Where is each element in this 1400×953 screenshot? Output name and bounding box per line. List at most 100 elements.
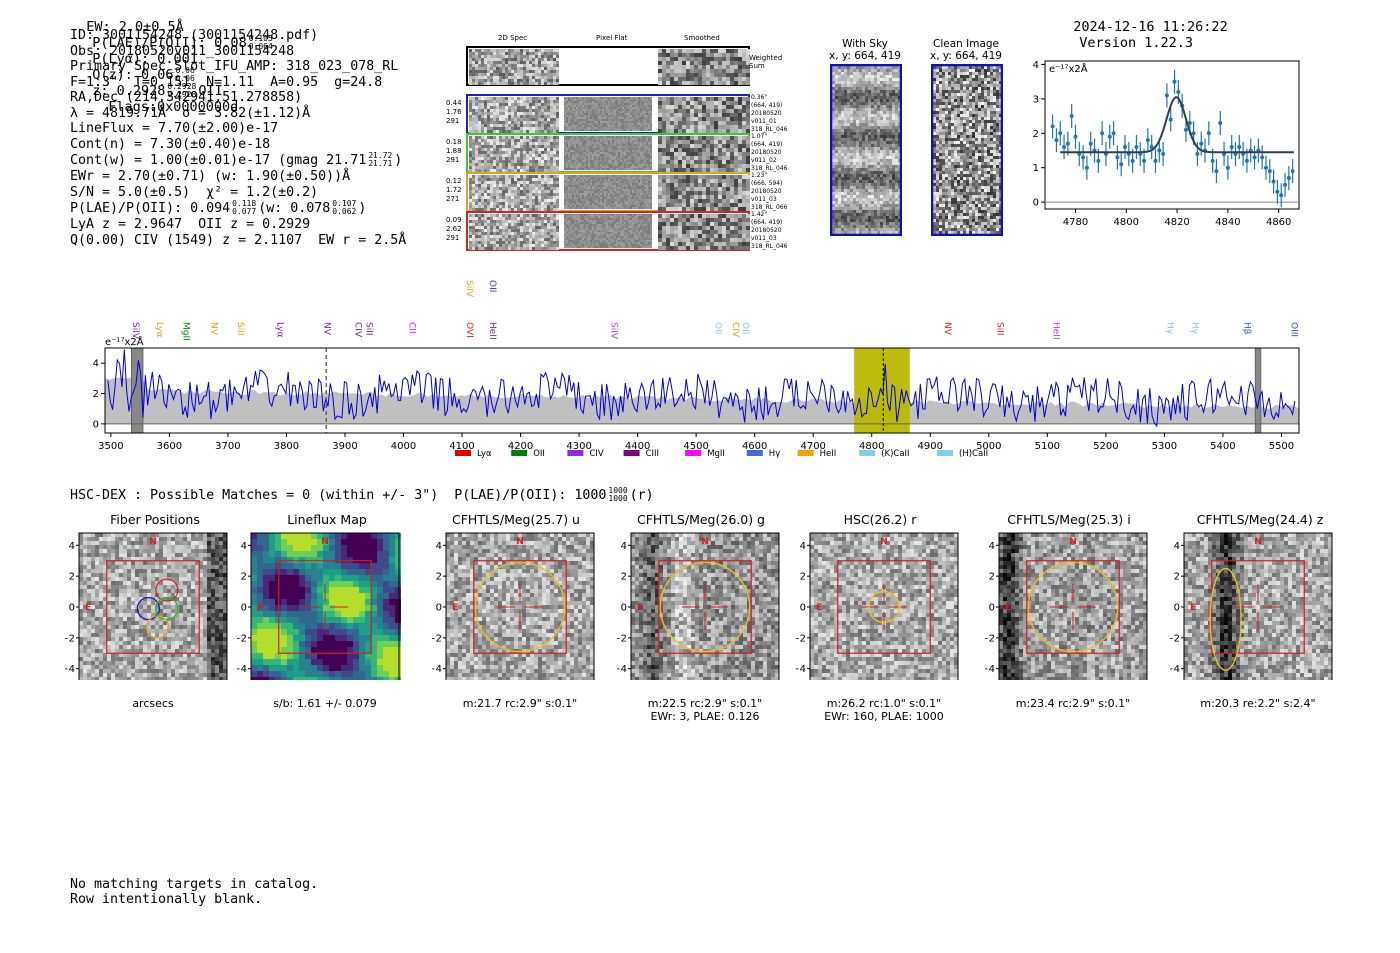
clean-image-xy: x, y: 664, 419 xyxy=(930,50,1002,62)
info-contw-text: Cont(w) = 1.00(±0.01)e-17 (gmag 21.71 xyxy=(70,153,367,168)
footer-line2: Row intentionally blank. xyxy=(70,892,263,907)
east-label: E xyxy=(452,603,458,613)
panel-footer: m:21.7 rc:2.9" s:0.1" xyxy=(432,697,608,710)
panel-ytick-label: 2 xyxy=(241,572,247,583)
header-qz: Q(z): 0.06 xyxy=(92,67,174,83)
weighted-2d xyxy=(469,49,559,85)
zoom-point-26 xyxy=(1149,145,1154,150)
footer-line1: No matching targets in catalog. xyxy=(70,877,319,892)
emission-label-4: SiII xyxy=(235,322,245,336)
emission-label-7: CIV xyxy=(353,322,363,338)
fiber-2d-4 xyxy=(469,214,559,250)
fiber-meta-r5: 318_RL_046 xyxy=(751,165,788,172)
zoom-plot-frame xyxy=(1044,60,1300,210)
hsc-frac-hi: 1000 xyxy=(608,486,628,495)
fiber-meta-r4: v011_02 xyxy=(751,157,777,164)
north-label: N xyxy=(149,537,157,547)
fiber-values-4: 0.09 2.62 291 xyxy=(446,216,462,243)
panel-ytick-label: 0 xyxy=(436,603,442,614)
legend-swatch-2 xyxy=(567,450,584,456)
zoom-ytick-label-1: 1 xyxy=(1033,163,1039,174)
spec-xtick-label-9: 4400 xyxy=(625,441,650,452)
header-z: z: 0.2928 xyxy=(92,83,166,99)
fiber-smooth-4 xyxy=(658,214,750,250)
zoom-point-25 xyxy=(1145,138,1150,143)
spec-xtick-label-16: 5100 xyxy=(1035,441,1060,452)
aperture-box xyxy=(1026,560,1120,654)
spec-xtick-label-12: 4700 xyxy=(800,441,825,452)
hsc-frac-lo: 1000 xyxy=(608,494,628,503)
north-label: N xyxy=(880,537,888,547)
fiber-meta-r2: (664, 419) xyxy=(751,102,783,109)
spec-xtick-label-13: 4800 xyxy=(859,441,884,452)
info-lya: LyA z = 2.9647 OII z = 0.2929 xyxy=(70,217,311,232)
zoom-point-29 xyxy=(1161,151,1166,156)
panel-ytick-label: 2 xyxy=(69,572,75,583)
zoom-point-18 xyxy=(1119,162,1124,167)
info-plae2-text: P(LAE)/P(OII): 0.094 xyxy=(70,201,231,216)
emission-label-1: Lyα xyxy=(154,322,164,338)
emission-label-6: NV xyxy=(322,322,332,336)
spec-xtick-label-4: 3900 xyxy=(332,441,357,452)
legend-swatch-3 xyxy=(623,450,640,456)
emission-label-10: OVI xyxy=(464,322,474,338)
info-plae2-lo: 0.077 xyxy=(232,207,257,216)
panel-ytick-label: −2 xyxy=(237,633,247,644)
spec-xtick-label-15: 5000 xyxy=(976,441,1001,452)
zoom-point-12 xyxy=(1096,158,1101,163)
zoom-point-43 xyxy=(1214,169,1219,174)
fiber-flat-3 xyxy=(564,175,652,209)
hsc-suffix: (r) xyxy=(629,488,654,503)
fiber-meta-r5: 318_RL_066 xyxy=(751,204,788,211)
zoom-point-44 xyxy=(1218,120,1223,125)
spec-xtick-label-1: 3600 xyxy=(157,441,182,452)
panel-footer: m:20.3 re:2.2" s:2.4" xyxy=(1170,697,1346,710)
legend-label-6: HeII xyxy=(820,449,837,459)
panel-ytick-label: 4 xyxy=(1174,541,1180,552)
fiber-value-v1: 0.18 xyxy=(446,138,462,146)
emission-label-19: SiII xyxy=(995,322,1005,336)
spec-xtick-label-6: 4100 xyxy=(449,441,474,452)
panel-ytick-label: −4 xyxy=(985,664,995,675)
fiber-circle-1 xyxy=(155,578,179,602)
header-meta: 2024-12-16 11:26:22 Version 1.22.3 xyxy=(1057,3,1227,51)
spectrum-frame xyxy=(104,347,1300,434)
panel-ytick-label: −4 xyxy=(432,664,442,675)
zoom-point-53 xyxy=(1252,155,1257,160)
fiber-meta-2: 1.07" (664, 419) 20180520 v011_02 318_RL_046 xyxy=(751,133,787,173)
info-obs: Obs: 20180520v011_3001154248 xyxy=(70,43,295,59)
north-label: N xyxy=(516,537,524,547)
panel-ytick-label: −2 xyxy=(432,633,442,644)
panel-footer-line1: m:21.7 rc:2.9" s:0.1" xyxy=(462,697,578,710)
emission-label-18: NV xyxy=(942,322,952,336)
hsc-title: HSC-DEX : Possible Matches = 0 (within +… xyxy=(70,488,607,503)
fiber-meta-r3: 20180520 xyxy=(751,188,782,195)
fiber-value-v2: 2.62 xyxy=(446,225,462,233)
zoom-point-61 xyxy=(1283,182,1288,187)
zoom-point-62 xyxy=(1286,176,1291,181)
header-plae: P(LAE)/P(OII): 0.08 xyxy=(92,35,247,51)
with-sky-frame xyxy=(830,64,902,236)
spec-ylabel: e⁻¹⁷x2Å xyxy=(105,335,144,348)
zoom-point-17 xyxy=(1115,155,1120,160)
fiber-meta-r3: 20180520 xyxy=(751,227,782,234)
aperture-box xyxy=(658,560,752,654)
header-ew: EW: 2.0±0.5Å xyxy=(86,19,184,35)
zoom-point-5 xyxy=(1069,114,1074,119)
zoom-fit-curve xyxy=(1060,96,1294,154)
fiber-meta-r3: 20180520 xyxy=(751,149,782,156)
zoom-point-49 xyxy=(1237,145,1242,150)
spec-ytick-label-0: 0 xyxy=(93,419,99,430)
panel-ytick-label: −4 xyxy=(796,664,806,675)
panel-image: NE−4−4−2−2002244 xyxy=(1170,532,1333,680)
aperture-ellipse xyxy=(1209,567,1242,671)
panel-image: NE−4−4−2−2002244 xyxy=(617,532,780,680)
emission-label-17: OII xyxy=(740,322,750,334)
image-panel-3: CFHTLS/Meg(25.7) uNE−4−4−2−2002244m:21.7… xyxy=(432,512,600,727)
emission-label-8: SiII xyxy=(364,322,374,336)
panel-footer-line1: m:20.3 re:2.2" s:2.4" xyxy=(1200,697,1316,710)
panel-ytick-label: 0 xyxy=(1174,603,1180,614)
zoom-point-57 xyxy=(1267,169,1272,174)
spectrum-legend: Lyα OII CIV CIII MgII Hγ HeII (K)CaII (H)CaII xyxy=(455,449,988,459)
header-plae-lo: 0.064 xyxy=(248,42,273,51)
